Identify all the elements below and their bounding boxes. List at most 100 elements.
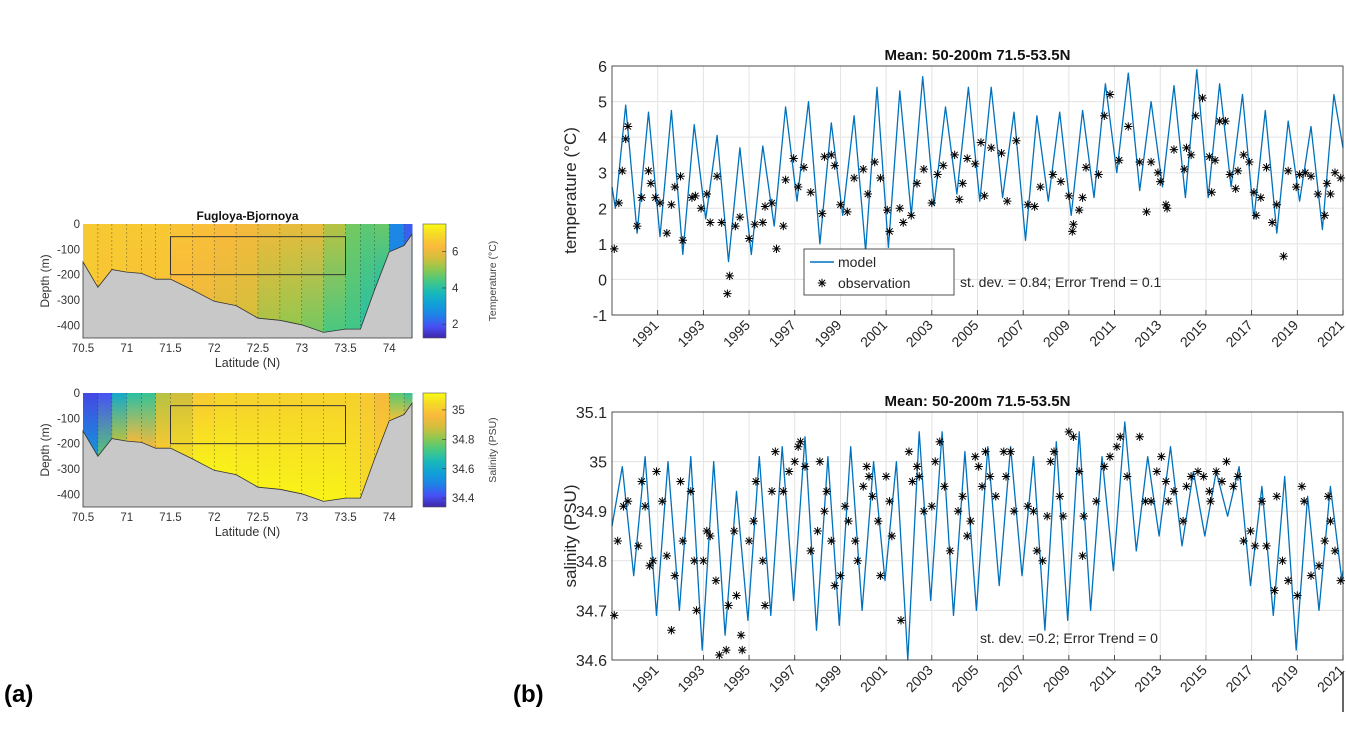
- observation-point: [723, 289, 732, 298]
- observation-point: [760, 601, 770, 610]
- section-column: [301, 393, 325, 507]
- chart-title: Mean: 50-200m 71.5-53.5N: [885, 47, 1071, 64]
- observation-point: [1313, 189, 1323, 199]
- observation-point: [1152, 467, 1162, 476]
- x-tick-label: 2005: [948, 662, 981, 695]
- observation-point: [644, 166, 653, 176]
- observation-point: [1251, 211, 1261, 220]
- observation-point: [1222, 457, 1231, 466]
- observation-point: [953, 507, 963, 516]
- observation-point: [1146, 157, 1156, 167]
- observation-point: [1250, 541, 1260, 551]
- y-tick-label: 0: [74, 388, 80, 400]
- observation-point: [1314, 561, 1324, 570]
- observation-point: [1186, 150, 1196, 160]
- colorbar-tick-label: 2: [452, 319, 458, 331]
- observation-point: [1055, 492, 1064, 501]
- x-tick-label: 2009: [1040, 317, 1073, 350]
- y-tick-label: 34.8: [576, 554, 607, 571]
- bathymetry-area: [82, 401, 413, 508]
- observation-point: [1069, 220, 1078, 229]
- x-tick-label: 1995: [720, 317, 753, 350]
- x-tick-label: 73: [295, 512, 308, 524]
- y-tick-label: 0: [74, 219, 80, 231]
- observation-point: [844, 516, 853, 526]
- observation-point: [1330, 546, 1340, 556]
- observation-point: [1336, 576, 1345, 585]
- observation-point: [1299, 497, 1309, 506]
- observation-point: [999, 447, 1008, 456]
- salinity-section-panel: 70.5 71 71.5 72 72.5 73 73.5 74 0 -100 -200 -300 -40…: [38, 388, 499, 539]
- x-tick-label: 2021: [1314, 662, 1346, 695]
- observation-point: [1293, 591, 1302, 600]
- observation-point: [736, 631, 746, 640]
- observation-point: [980, 191, 989, 201]
- observation-point: [976, 138, 986, 147]
- observation-point: [696, 204, 706, 213]
- x-tick-label: 2003: [903, 662, 936, 695]
- colorbar: [422, 223, 447, 339]
- observation-point: [895, 204, 905, 213]
- x-tick-label: 72: [208, 343, 221, 355]
- observation-point: [864, 472, 874, 481]
- observation-point: [738, 645, 747, 655]
- observation-point: [711, 576, 721, 585]
- observation-point: [904, 447, 914, 456]
- observation-point: [771, 447, 780, 456]
- y-tick-label: 34.6: [576, 653, 607, 670]
- x-tick-label: 2015: [1177, 317, 1210, 350]
- observation-point: [1217, 477, 1227, 486]
- observation-point: [813, 526, 822, 536]
- observation-point: [784, 467, 794, 476]
- observation-point: [670, 182, 680, 192]
- observation-point: [863, 189, 873, 199]
- observation-point: [758, 218, 767, 227]
- observation-point: [655, 198, 665, 208]
- observation-point: [862, 462, 871, 471]
- observation-point: [731, 221, 740, 231]
- observation-point: [1023, 502, 1032, 511]
- observation-point: [676, 172, 685, 181]
- observation-point: [691, 191, 700, 201]
- observation-point: [735, 212, 745, 222]
- observation-point: [883, 205, 892, 215]
- x-tick-label: 2007: [994, 317, 1027, 350]
- observation-point: [623, 497, 633, 506]
- observation-point: [648, 556, 658, 565]
- y-axis-label: salinity (PSU): [561, 485, 580, 588]
- y-tick-label: 3: [598, 166, 607, 183]
- observation-point: [1283, 166, 1293, 176]
- observation-point: [730, 526, 739, 536]
- observation-point: [1038, 556, 1047, 565]
- observation-point: [868, 492, 877, 501]
- observation-point: [1239, 150, 1248, 160]
- y-axis-label: Depth (m): [38, 423, 52, 476]
- observation-point: [955, 195, 964, 204]
- observation-point: [796, 437, 805, 446]
- observation-point: [637, 193, 646, 202]
- x-tick-label: 2015: [1177, 662, 1210, 695]
- observation-point: [717, 218, 726, 227]
- observation-point: [1135, 157, 1144, 167]
- observation-point: [645, 561, 654, 570]
- observation-point: [887, 531, 897, 541]
- y-tick-label: -100: [57, 244, 80, 256]
- observation-point: [1221, 116, 1230, 126]
- observation-point: [744, 536, 754, 546]
- observation-point: [939, 161, 948, 170]
- observation-point: [1023, 200, 1032, 209]
- x-tick-label: 70.5: [72, 343, 94, 355]
- observation-point: [1074, 467, 1084, 476]
- y-tick-label: -100: [57, 413, 80, 425]
- observation-point: [1256, 193, 1265, 202]
- section-column: [279, 393, 303, 507]
- x-tick-label: 71: [120, 512, 133, 524]
- colorbar-label: Temperature (°C): [487, 241, 499, 322]
- x-tick-label: 2013: [1131, 317, 1164, 350]
- observation-point: [843, 207, 852, 217]
- y-tick-label: -1: [593, 308, 607, 325]
- observation-point: [1182, 143, 1191, 153]
- observation-point: [667, 200, 676, 209]
- y-tick-label: 2: [598, 201, 607, 218]
- averaging-box: [170, 236, 346, 276]
